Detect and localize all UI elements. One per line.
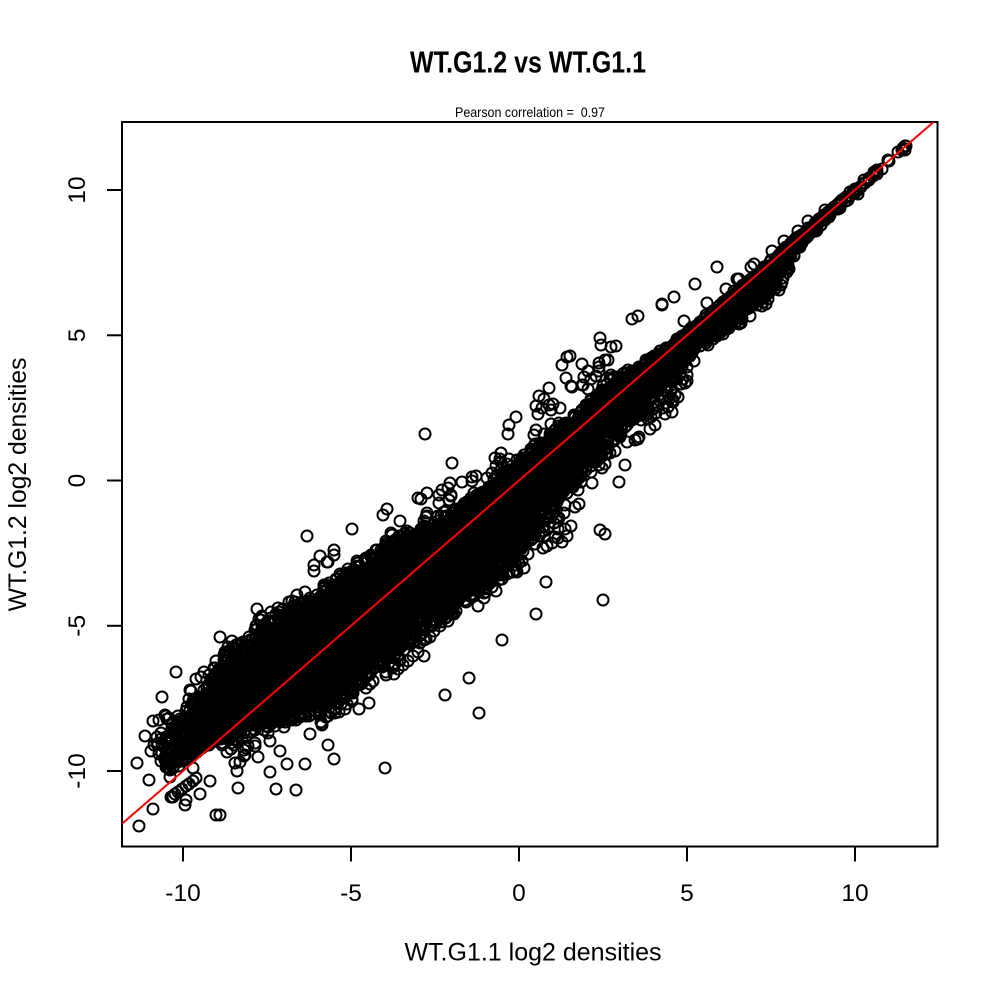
svg-text:Pearson correlation = 0.97: Pearson correlation = 0.97 bbox=[455, 104, 605, 120]
svg-text:WT.G1.2 vs WT.G1.1: WT.G1.2 vs WT.G1.1 bbox=[410, 45, 646, 80]
svg-text:10: 10 bbox=[841, 880, 868, 907]
svg-text:WT.G1.1 log2 densities: WT.G1.1 log2 densities bbox=[404, 939, 661, 967]
svg-text:10: 10 bbox=[64, 176, 91, 203]
svg-text:-5: -5 bbox=[340, 880, 362, 907]
svg-text:-10: -10 bbox=[64, 753, 91, 788]
svg-text:-10: -10 bbox=[165, 880, 200, 907]
svg-text:0: 0 bbox=[512, 880, 526, 907]
svg-text:WT.G1.2 log2 densities: WT.G1.2 log2 densities bbox=[5, 358, 32, 612]
svg-text:-5: -5 bbox=[64, 615, 91, 637]
svg-text:0: 0 bbox=[64, 474, 91, 488]
svg-text:5: 5 bbox=[680, 880, 694, 907]
svg-text:5: 5 bbox=[64, 328, 91, 342]
